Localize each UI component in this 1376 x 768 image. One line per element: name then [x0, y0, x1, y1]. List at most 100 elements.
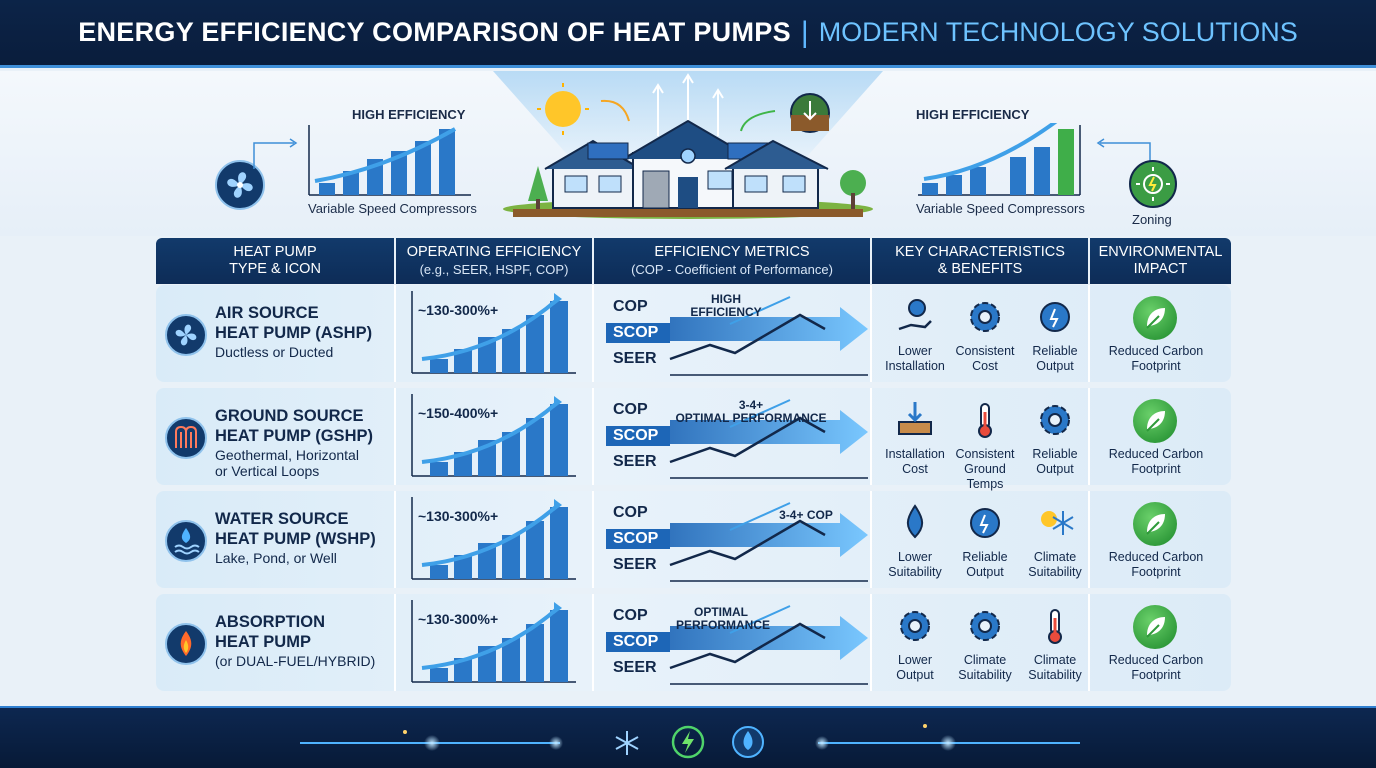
footer-bar — [0, 706, 1376, 768]
benefit-label: Reliable Output — [1032, 447, 1078, 476]
gear-icon — [900, 611, 930, 641]
heat-pump-name: ABSORPTION HEAT PUMP — [215, 613, 326, 651]
hero-right-label: HIGH EFFICIENCY — [916, 107, 1030, 122]
metrics-arrow-graphic — [669, 399, 868, 479]
metric-cop-label: COP — [613, 504, 648, 521]
efficiency-range: ~130-300%+ — [418, 302, 499, 318]
zoning-label: Zoning — [1132, 212, 1172, 227]
thermometer-icon — [978, 403, 992, 438]
efficiency-bar-chart — [411, 497, 576, 580]
environmental-impact-label: Reduced Carbon Footprint — [1108, 344, 1204, 373]
efficiency-bar-chart — [411, 291, 576, 374]
metric-note: 3-4+ OPTIMAL PERFORMANCE — [675, 398, 827, 425]
gauge-icon — [1040, 302, 1070, 332]
heat-pump-description: Ductless or Ducted — [215, 344, 334, 360]
gear-icon — [970, 611, 1000, 641]
metrics-arrow-graphic — [669, 605, 868, 685]
metric-note: 3-4+ COP — [779, 508, 833, 522]
efficiency-range: ~150-400%+ — [418, 405, 499, 421]
hero-left-caption: Variable Speed Compressors — [308, 201, 477, 216]
water-flame-icon — [732, 726, 764, 758]
hero-right-bar-chart — [918, 123, 1081, 196]
benefit-label: Climate Suitability — [1028, 653, 1082, 682]
benefit-label: Lower Output — [896, 653, 934, 682]
title-separator: | — [800, 15, 809, 49]
benefit-label: Climate Suitability — [958, 653, 1012, 682]
table-header: HEAT PUMP TYPE & ICON OPERATING EFFICIENC… — [156, 238, 1231, 284]
table-row: ABSORPTION HEAT PUMP (or DUAL-FUEL/HYBRID)… — [156, 594, 1231, 691]
hand-coin-icon — [898, 299, 932, 331]
metric-scop-label: SCOP — [606, 529, 670, 549]
benefit-label: Reliable Output — [962, 550, 1008, 579]
metrics-arrow-graphic — [669, 502, 868, 582]
ground-loop-icon — [165, 417, 207, 459]
gear-icon — [970, 302, 1000, 332]
benefit-label: Climate Suitability — [1028, 550, 1082, 579]
zoning-icon — [1129, 160, 1177, 208]
column-header-efficiency-metrics: EFFICIENCY METRICS (COP - Coefficient of … — [631, 244, 833, 277]
heat-pump-name: AIR SOURCE HEAT PUMP (ASHP) — [215, 304, 373, 342]
title-bar: ENERGY EFFICIENCY COMPARISON OF HEAT PUM… — [0, 0, 1376, 68]
metric-cop-label: COP — [613, 298, 648, 315]
environmental-impact-label: Reduced Carbon Footprint — [1108, 653, 1204, 682]
droplet-icon — [906, 504, 924, 539]
snowflake-icon — [615, 731, 639, 755]
heat-pump-description: Geothermal, Horizontal or Vertical Loops — [215, 447, 359, 479]
metric-note: HIGH EFFICIENCY — [690, 292, 762, 319]
metric-cop-label: COP — [613, 607, 648, 624]
benefit-label: Lower Installation — [885, 344, 945, 373]
heat-pump-name: GROUND SOURCE HEAT PUMP (GSHP) — [215, 407, 373, 445]
hero-illustration: HIGH EFFICIENCY Variable Speed Compresso… — [0, 71, 1376, 236]
comparison-table: HEAT PUMP TYPE & ICON OPERATING EFFICIENC… — [156, 238, 1231, 693]
metric-seer-label: SEER — [613, 556, 657, 573]
hero-left-bar-chart — [308, 125, 471, 196]
benefit-label: Consistent Ground Temps — [955, 447, 1015, 491]
metric-cop-label: COP — [613, 401, 648, 418]
benefit-label: Lower Suitability — [888, 550, 942, 579]
sun-snow-icon — [1041, 511, 1074, 535]
metric-seer-label: SEER — [613, 350, 657, 367]
column-header-operating-efficiency: OPERATING EFFICIENCY (e.g., SEER, HSPF, C… — [406, 244, 582, 277]
column-header-key-characteristics: KEY CHARACTERISTICS & BENEFITS — [895, 244, 1065, 277]
page-subtitle: MODERN TECHNOLOGY SOLUTIONS — [818, 17, 1298, 47]
leaf-icon — [1133, 399, 1177, 443]
table-row: GROUND SOURCE HEAT PUMP (GSHP) Geothermal,… — [156, 388, 1231, 491]
benefit-label: Consistent Cost — [955, 344, 1015, 373]
table-row: WATER SOURCE HEAT PUMP (WSHP) Lake, Pond, … — [156, 491, 1231, 588]
arrow-icon — [253, 138, 298, 169]
metrics-arrow-graphic — [669, 296, 868, 376]
leaf-icon — [1133, 296, 1177, 340]
metric-scop-label: SCOP — [606, 426, 670, 446]
column-header-type: HEAT PUMP TYPE & ICON — [229, 244, 321, 277]
heat-pump-description: Lake, Pond, or Well — [215, 550, 337, 566]
table-row: AIR SOURCE HEAT PUMP (ASHP) Ductless or Du… — [156, 285, 1231, 382]
flame-icon — [165, 623, 207, 665]
water-icon — [165, 520, 207, 562]
hero-right-caption: Variable Speed Compressors — [916, 201, 1085, 216]
efficiency-bar-chart — [411, 600, 576, 683]
hero-left-label: HIGH EFFICIENCY — [352, 107, 466, 122]
metric-scop-label: SCOP — [606, 632, 670, 652]
fan-icon — [165, 314, 207, 356]
efficiency-range: ~130-300%+ — [418, 508, 499, 524]
thermometer-snow-icon — [1048, 609, 1062, 644]
metric-seer-label: SEER — [613, 453, 657, 470]
ground-arrow-icon — [898, 402, 932, 435]
fan-icon — [215, 160, 265, 210]
gear-check-icon — [1040, 405, 1070, 435]
efficiency-bar-chart — [411, 394, 576, 477]
leaf-icon — [1133, 605, 1177, 649]
environmental-impact-label: Reduced Carbon Footprint — [1108, 550, 1204, 579]
page-title: ENERGY EFFICIENCY COMPARISON OF HEAT PUM… — [78, 17, 791, 47]
gauge-check-icon — [970, 508, 1000, 538]
column-header-environmental-impact: ENVIRONMENTAL IMPACT — [1098, 244, 1223, 277]
environmental-impact-label: Reduced Carbon Footprint — [1108, 447, 1204, 476]
heat-pump-description: (or DUAL-FUEL/HYBRID) — [215, 653, 376, 669]
metric-scop-label: SCOP — [606, 323, 670, 343]
benefit-label: Installation Cost — [885, 447, 945, 476]
metric-seer-label: SEER — [613, 659, 657, 676]
lightning-icon — [671, 725, 705, 759]
heat-pump-name: WATER SOURCE HEAT PUMP (WSHP) — [215, 510, 376, 548]
house-illustration — [493, 71, 883, 219]
benefit-label: Reliable Output — [1032, 344, 1078, 373]
